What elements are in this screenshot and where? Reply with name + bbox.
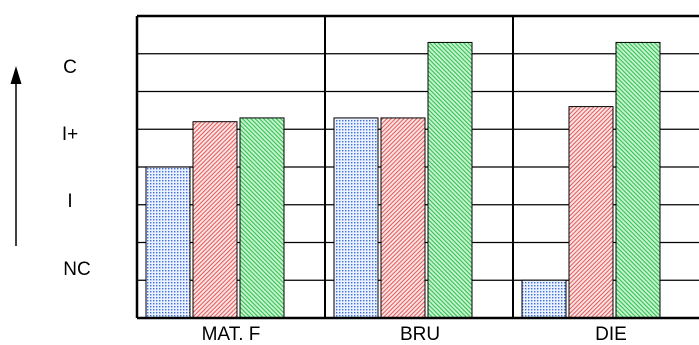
y-level-labels: NC I I+ C xyxy=(62,57,91,280)
y-level-label: C xyxy=(63,57,77,78)
bar xyxy=(333,117,379,319)
x-tick-label: DIE xyxy=(595,324,627,345)
bar xyxy=(239,117,285,319)
bar xyxy=(615,41,661,319)
bar xyxy=(521,279,567,319)
y-level-label: I xyxy=(67,191,72,212)
x-category-labels: MAT. F BRU DIE xyxy=(202,324,627,345)
bars xyxy=(145,41,661,319)
y-level-label: NC xyxy=(63,259,90,280)
bar xyxy=(427,41,473,319)
bar xyxy=(192,121,238,319)
bar xyxy=(568,106,614,319)
y-level-label: I+ xyxy=(62,124,78,145)
x-tick-label: BRU xyxy=(400,324,440,345)
bar xyxy=(380,117,426,319)
bar xyxy=(145,166,191,319)
up-arrow-icon xyxy=(10,66,22,246)
x-tick-label: MAT. F xyxy=(202,324,261,345)
plot-frame xyxy=(135,14,699,320)
